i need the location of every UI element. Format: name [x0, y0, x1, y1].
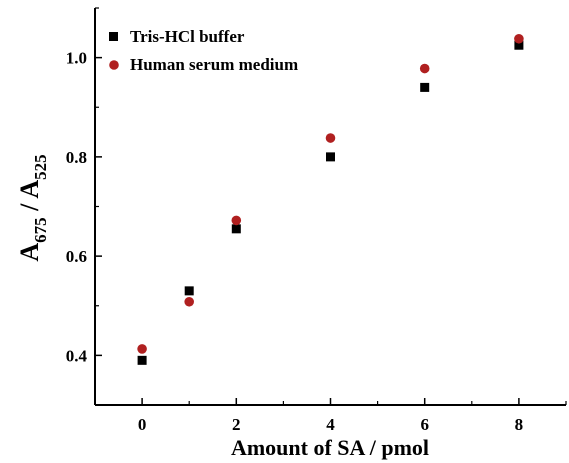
point-tris-hcl	[137, 355, 147, 365]
legend: Tris-HCl buffer Human serum medium	[109, 27, 298, 74]
data-marks	[137, 33, 524, 365]
svg-text:A675 / A525: A675 / A525	[15, 154, 50, 261]
point-tris-hcl	[514, 40, 524, 50]
point-human-serum	[184, 296, 194, 307]
legend-marker-square	[109, 32, 118, 41]
point-human-serum	[137, 344, 147, 354]
point-human-serum	[514, 33, 524, 44]
y-axis-label-subscript-2: 525	[31, 154, 50, 180]
point-tris-hcl	[231, 224, 241, 234]
legend-marker-circle	[109, 60, 119, 70]
y-axis-label-subscript-1: 675	[31, 217, 50, 243]
point-tris-hcl	[420, 82, 430, 92]
x-tick-label: 8	[515, 415, 524, 434]
y-tick-label: 0.8	[66, 148, 87, 167]
x-axis-label: Amount of SA / pmol	[231, 435, 429, 460]
y-axis-label-separator: / A	[15, 180, 44, 218]
point-human-serum	[325, 133, 336, 143]
x-tick-label: 2	[232, 415, 241, 434]
y-axis-label: A675 / A525	[15, 154, 50, 261]
point-tris-hcl	[326, 152, 335, 162]
point-human-serum	[419, 63, 430, 74]
point-tris-hcl	[184, 286, 194, 296]
y-axis-ticks: 0.4 0.6 0.8 1.0	[66, 7, 102, 406]
x-tick-label: 6	[420, 415, 429, 434]
y-tick-label: 0.6	[66, 247, 87, 266]
point-human-serum	[231, 215, 242, 226]
x-axis-ticks: 0 2 4 6 8	[94, 398, 567, 434]
legend-label-tris-hcl: Tris-HCl buffer	[130, 27, 245, 46]
x-tick-label: 4	[326, 415, 335, 434]
legend-label-human-serum: Human serum medium	[130, 55, 298, 74]
y-axis-label-prefix: A	[15, 243, 44, 262]
y-tick-label: 1.0	[66, 49, 87, 68]
x-tick-label: 0	[138, 415, 147, 434]
y-tick-label: 0.4	[66, 346, 88, 365]
